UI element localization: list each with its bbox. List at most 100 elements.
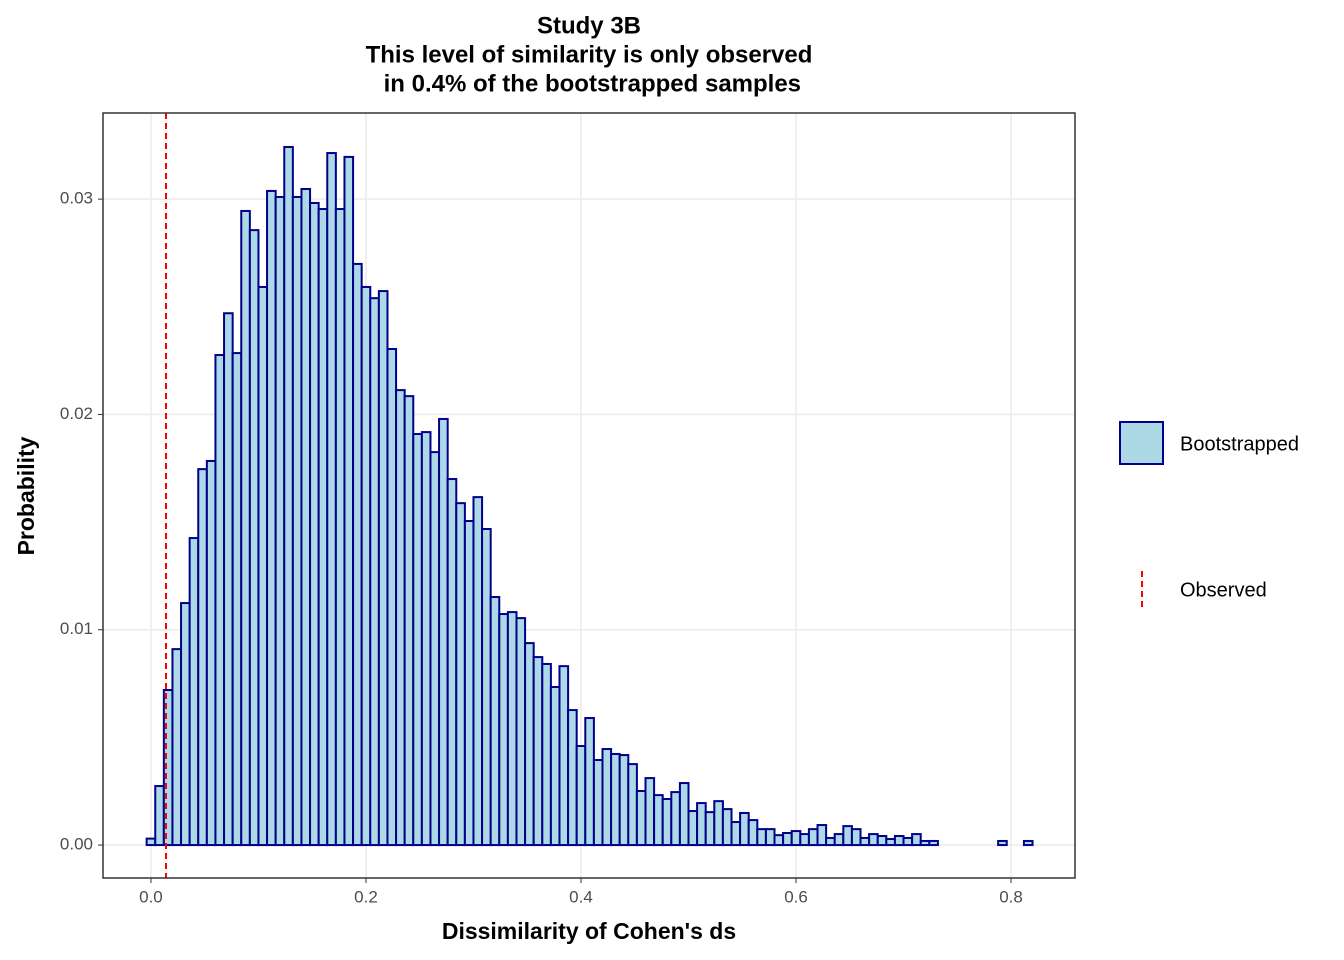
legend-swatch	[1119, 421, 1164, 465]
histogram-bar	[412, 433, 423, 847]
histogram-bar	[223, 312, 234, 847]
histogram-bar	[489, 596, 501, 847]
histogram-bar	[205, 459, 217, 847]
histogram-bar	[438, 417, 449, 847]
histogram-bar	[997, 839, 1008, 847]
histogram-bar	[154, 785, 165, 847]
histogram-bar	[687, 810, 699, 847]
histogram-bar	[317, 208, 329, 847]
histogram-bar	[300, 188, 312, 847]
histogram-bar	[782, 832, 793, 847]
x-tick-label: 0.8	[999, 887, 1023, 906]
histogram-bar	[653, 794, 664, 847]
histogram-bar	[326, 152, 337, 847]
histogram-bar	[575, 745, 587, 847]
chart-title: Study 3B	[537, 12, 641, 39]
histogram-bar	[197, 468, 208, 847]
histogram-bar	[524, 642, 535, 847]
histogram-bar	[274, 195, 286, 847]
histogram-bar	[248, 229, 260, 847]
histogram-bar	[678, 782, 690, 847]
y-tick-label: 0.01	[60, 619, 93, 638]
histogram-bar	[343, 155, 355, 847]
histogram-bar	[610, 752, 621, 847]
x-tick-label: 0.6	[784, 887, 808, 906]
histogram-bar	[214, 354, 226, 847]
y-tick-label: 0.02	[60, 404, 93, 423]
histogram-bar	[747, 819, 759, 847]
histogram-bar	[842, 825, 853, 847]
histogram-bar	[876, 835, 888, 847]
histogram-bar	[704, 811, 716, 847]
x-axis-label: Dissimilarity of Cohen's ds	[442, 918, 736, 944]
x-tick-label: 0.4	[569, 887, 593, 906]
histogram-bar	[463, 520, 475, 847]
histogram-bar	[188, 537, 200, 847]
chart-title: in 0.4% of the bootstrapped samples	[377, 70, 801, 97]
histogram-bar	[266, 189, 277, 847]
histogram-bar	[739, 811, 750, 847]
histogram-bar	[403, 395, 415, 847]
histogram-bar	[730, 821, 742, 847]
histogram-bar	[240, 209, 251, 847]
histogram-bar	[868, 833, 879, 847]
histogram-bar	[549, 686, 561, 847]
histogram-bar	[799, 833, 810, 847]
histogram-bar	[825, 836, 836, 847]
histogram-bar	[360, 285, 372, 847]
histogram-bar	[756, 828, 767, 847]
histogram-bar	[902, 836, 914, 847]
x-tick-label: 0.2	[354, 887, 378, 906]
histogram-bar	[670, 791, 681, 847]
histogram-bar	[420, 431, 432, 847]
histogram-bar	[567, 709, 578, 847]
histogram-bar	[721, 808, 733, 847]
histogram-bar	[231, 352, 243, 847]
y-axis-label: Probability	[13, 436, 39, 555]
histogram-bar	[257, 285, 269, 847]
histogram-bar	[446, 478, 458, 847]
histogram-bar	[291, 195, 303, 847]
histogram-bar	[773, 834, 785, 847]
y-tick-label: 0.00	[60, 835, 93, 854]
x-tick-label: 0.0	[139, 887, 163, 906]
histogram-bar	[515, 617, 527, 847]
plot-border	[102, 112, 1076, 879]
histogram-bar	[661, 797, 673, 847]
histogram-bar	[696, 802, 707, 847]
histogram-bar	[635, 790, 647, 847]
histogram-bar	[618, 754, 630, 847]
histogram-bar	[541, 662, 552, 847]
histogram-bar	[309, 202, 320, 847]
histogram-bar	[807, 828, 819, 847]
histogram-bar	[472, 496, 484, 847]
histogram-bar	[893, 835, 905, 847]
histogram-bar	[283, 146, 294, 847]
histogram-bar	[764, 828, 776, 847]
histogram-bar	[911, 833, 922, 847]
histogram-bar	[506, 611, 518, 847]
histogram-bar	[498, 613, 509, 847]
histogram-bar	[395, 389, 406, 847]
histogram-bar	[928, 839, 939, 847]
legend-label: Observed	[1180, 579, 1267, 601]
histogram-bar	[369, 297, 380, 847]
histogram-bar	[644, 777, 656, 847]
histogram-bar	[833, 833, 845, 847]
histogram-bar	[455, 502, 466, 847]
histogram-bar	[558, 665, 570, 847]
histogram-bar	[790, 830, 802, 847]
histogram-bar	[601, 748, 613, 847]
histogram-bar	[859, 836, 871, 847]
histogram-bar	[592, 759, 604, 847]
histogram-bar	[171, 648, 183, 847]
legend-label: Bootstrapped	[1180, 433, 1299, 455]
y-tick-label: 0.03	[60, 189, 93, 208]
histogram-bar	[532, 656, 544, 847]
histogram-bar	[1022, 839, 1034, 847]
histogram-bar	[885, 838, 896, 847]
histogram-bar	[352, 262, 363, 847]
histogram-bar	[816, 824, 828, 847]
histogram-bar	[180, 602, 191, 847]
